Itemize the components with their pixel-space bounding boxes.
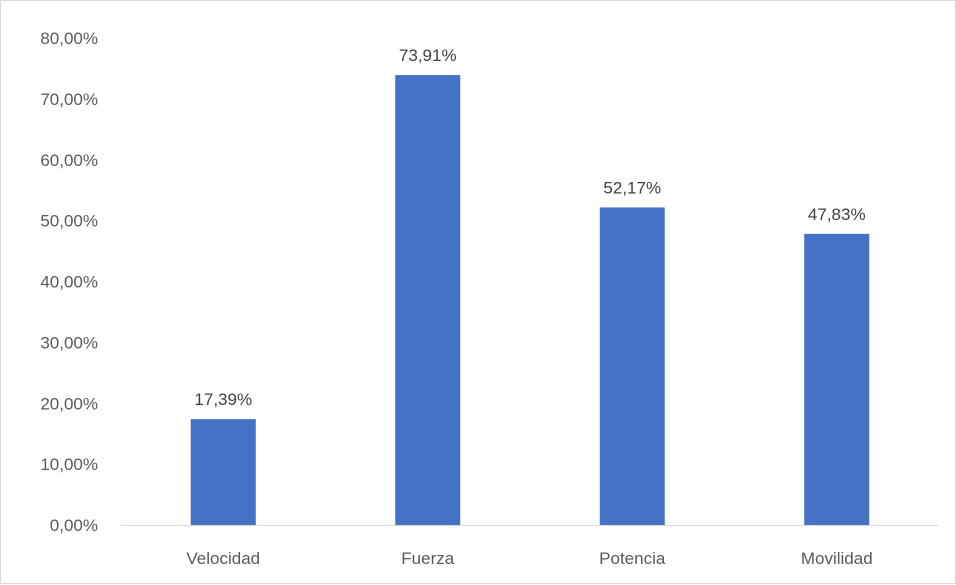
y-tick-label: 30,00% <box>40 333 98 352</box>
data-label-velocidad: 17,39% <box>194 390 252 409</box>
bar-velocidad <box>190 419 256 525</box>
bar-fuerza <box>395 75 461 525</box>
bar-movilidad <box>804 233 870 525</box>
y-tick-label: 50,00% <box>40 212 98 231</box>
x-category-label: Velocidad <box>186 549 260 568</box>
x-category-label: Movilidad <box>801 549 873 568</box>
bar-potencia <box>599 207 665 525</box>
bars <box>190 75 870 525</box>
x-category-label: Potencia <box>599 549 666 568</box>
y-tick-label: 10,00% <box>40 455 98 474</box>
x-category-label: Fuerza <box>401 549 454 568</box>
x-axis: Velocidad Fuerza Potencia Movilidad <box>121 525 939 568</box>
y-axis: 0,00% 10,00% 20,00% 30,00% 40,00% 50,00% 60,00… <box>40 29 98 535</box>
data-labels: 17,39% 73,91% 52,17% 47,83% <box>194 46 865 409</box>
y-tick-label: 40,00% <box>40 273 98 292</box>
data-label-fuerza: 73,91% <box>399 46 457 65</box>
y-tick-label: 70,00% <box>40 90 98 109</box>
y-tick-label: 60,00% <box>40 151 98 170</box>
y-tick-label: 0,00% <box>50 516 98 535</box>
y-tick-label: 20,00% <box>40 394 98 413</box>
data-label-potencia: 52,17% <box>603 178 661 197</box>
y-tick-label: 80,00% <box>40 29 98 48</box>
data-label-movilidad: 47,83% <box>808 205 866 224</box>
